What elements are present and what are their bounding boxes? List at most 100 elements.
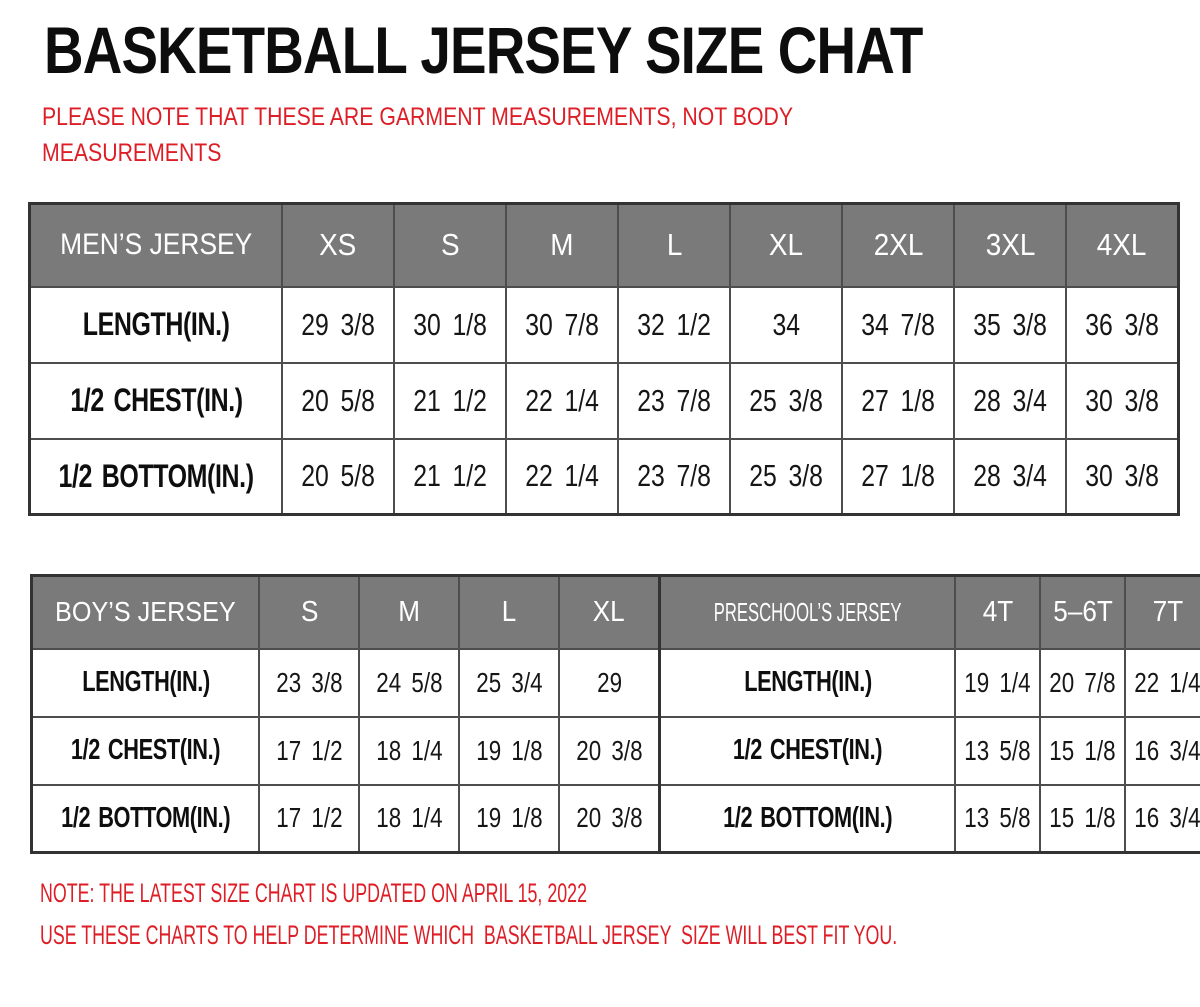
row-label-cell: 1/2 CHEST(IN.)	[30, 715, 261, 786]
measurement-value: 13 5/8	[964, 802, 1031, 834]
boys-bottom-row: 1/2 BOTTOM(IN.) 17 1/2 18 1/4 19 1/8 20 …	[30, 783, 661, 854]
value-cell: 36 3/8	[1065, 285, 1180, 364]
value-cell: 25 3/8	[729, 437, 844, 516]
value-cell: 28 3/4	[953, 361, 1068, 440]
size-header: 2XL	[873, 227, 923, 263]
size-header: XS	[319, 227, 357, 263]
preschools-length-row: LENGTH(IN.) 19 1/4 20 7/8 22 1/4	[658, 647, 1200, 718]
value-cell: 24 5/8	[358, 647, 461, 718]
row-label-cell: LENGTH(IN.)	[658, 647, 957, 718]
measurement-value: 32 1/2	[637, 306, 712, 342]
boys-table-title-cell: BOY’S JERSEY	[30, 574, 261, 650]
value-cell: 20 5/8	[281, 361, 396, 440]
value-cell: 18 1/4	[358, 715, 461, 786]
update-date-note: NOTE: THE LATEST SIZE CHART IS UPDATED O…	[40, 878, 587, 908]
value-cell: 34	[729, 285, 844, 364]
value-cell: 25 3/8	[729, 361, 844, 440]
value-cell: 21 1/2	[393, 361, 508, 440]
measurement-value: 18 1/4	[376, 734, 443, 766]
measurement-value: 20 7/8	[1049, 666, 1116, 698]
size-header-cell: M	[505, 202, 620, 288]
row-label: 1/2 CHEST(IN.)	[733, 734, 883, 766]
mens-table-title-cell: MEN’S JERSEY	[28, 202, 284, 288]
value-cell: 16 3/4	[1124, 715, 1200, 786]
row-label: LENGTH(IN.)	[81, 666, 210, 698]
value-cell: 23 3/8	[258, 647, 361, 718]
boys-jersey-table: BOY’S JERSEY S M L XL LENGTH(IN.) 23 3/8…	[30, 574, 661, 854]
measurement-value: 16 3/4	[1134, 734, 1200, 766]
value-cell: 20 3/8	[558, 783, 661, 854]
value-cell: 27 1/8	[841, 437, 956, 516]
value-cell: 30 3/8	[1065, 361, 1180, 440]
preschools-chest-row: 1/2 CHEST(IN.) 13 5/8 15 1/8 16 3/4	[658, 715, 1200, 786]
mens-chest-row: 1/2 CHEST(IN.) 20 5/8 21 1/2 22 1/4 23 7…	[28, 361, 1180, 440]
size-header: 4T	[982, 595, 1013, 628]
measurement-value: 28 3/4	[973, 458, 1048, 494]
preschools-bottom-row: 1/2 BOTTOM(IN.) 13 5/8 15 1/8 16 3/4	[658, 783, 1200, 854]
size-header: 4XL	[1097, 227, 1147, 263]
measurement-value: 24 5/8	[376, 666, 443, 698]
size-header: 5–6T	[1052, 595, 1113, 628]
size-header-cell: L	[458, 574, 561, 650]
size-header: L	[666, 227, 682, 263]
measurement-value: 30 1/8	[413, 306, 488, 342]
measurement-value: 25 3/8	[749, 458, 824, 494]
size-header: L	[502, 595, 517, 628]
value-cell: 20 7/8	[1039, 647, 1127, 718]
measurement-value: 21 1/2	[413, 458, 488, 494]
row-label-cell: LENGTH(IN.)	[28, 285, 284, 364]
row-label: 1/2 CHEST(IN.)	[71, 734, 221, 766]
measurement-value: 34	[772, 306, 800, 342]
measurement-value: 25 3/4	[476, 666, 543, 698]
mens-jersey-table: MEN’S JERSEY XS S M L XL 2XL 3XL 4XL LEN…	[28, 202, 1180, 516]
row-label: 1/2 BOTTOM(IN.)	[723, 801, 893, 834]
size-header-cell: 4T	[954, 574, 1042, 650]
mens-length-row: LENGTH(IN.) 29 3/8 30 1/8 30 7/8 32 1/2 …	[28, 285, 1180, 364]
value-cell: 25 3/4	[458, 647, 561, 718]
measurement-value: 19 1/4	[964, 666, 1031, 698]
size-header: XL	[769, 227, 804, 263]
size-header-cell: XL	[729, 202, 844, 288]
size-header: S	[300, 595, 319, 628]
row-label: 1/2 CHEST(IN.)	[69, 382, 243, 418]
value-cell: 15 1/8	[1039, 715, 1127, 786]
size-header: 7T	[1152, 595, 1183, 628]
row-label: 1/2 BOTTOM(IN.)	[58, 457, 254, 494]
value-cell: 19 1/4	[954, 647, 1042, 718]
size-header-cell: 5–6T	[1039, 574, 1127, 650]
row-label-cell: 1/2 BOTTOM(IN.)	[30, 783, 261, 854]
value-cell: 23 7/8	[617, 437, 732, 516]
measurement-value: 22 1/4	[1134, 666, 1200, 698]
measurement-value: 20 5/8	[301, 458, 376, 494]
measurement-value: 29	[596, 666, 622, 698]
measurement-value: 25 3/8	[749, 382, 824, 418]
value-cell: 35 3/8	[953, 285, 1068, 364]
row-label-cell: 1/2 BOTTOM(IN.)	[658, 783, 957, 854]
value-cell: 13 5/8	[954, 715, 1042, 786]
measurement-value: 15 1/8	[1049, 734, 1116, 766]
value-cell: 22 1/4	[1124, 647, 1200, 718]
size-header: M	[550, 227, 574, 263]
row-label-cell: LENGTH(IN.)	[30, 647, 261, 718]
value-cell: 30 1/8	[393, 285, 508, 364]
measurement-value: 27 1/8	[861, 458, 936, 494]
size-header-cell: 4XL	[1065, 202, 1180, 288]
size-header-cell: 7T	[1124, 574, 1200, 650]
value-cell: 19 1/8	[458, 783, 561, 854]
garment-measurement-note: PLEASE NOTE THAT THESE ARE GARMENT MEASU…	[42, 103, 799, 167]
value-cell: 19 1/8	[458, 715, 561, 786]
value-cell: 34 7/8	[841, 285, 956, 364]
value-cell: 20 3/8	[558, 715, 661, 786]
value-cell: 23 7/8	[617, 361, 732, 440]
size-header: S	[440, 227, 460, 263]
page-title: BASKETBALL JERSEY SIZE CHAT	[44, 13, 923, 87]
row-label: LENGTH(IN.)	[82, 306, 230, 342]
value-cell: 30 3/8	[1065, 437, 1180, 516]
value-cell: 16 3/4	[1124, 783, 1200, 854]
measurement-value: 28 3/4	[973, 382, 1048, 418]
measurement-value: 35 3/8	[973, 306, 1048, 342]
preschools-table-title-cell: PRESCHOOL’S JERSEY	[658, 574, 957, 650]
value-cell: 28 3/4	[953, 437, 1068, 516]
measurement-value: 15 1/8	[1049, 802, 1116, 834]
boys-chest-row: 1/2 CHEST(IN.) 17 1/2 18 1/4 19 1/8 20 3…	[30, 715, 661, 786]
